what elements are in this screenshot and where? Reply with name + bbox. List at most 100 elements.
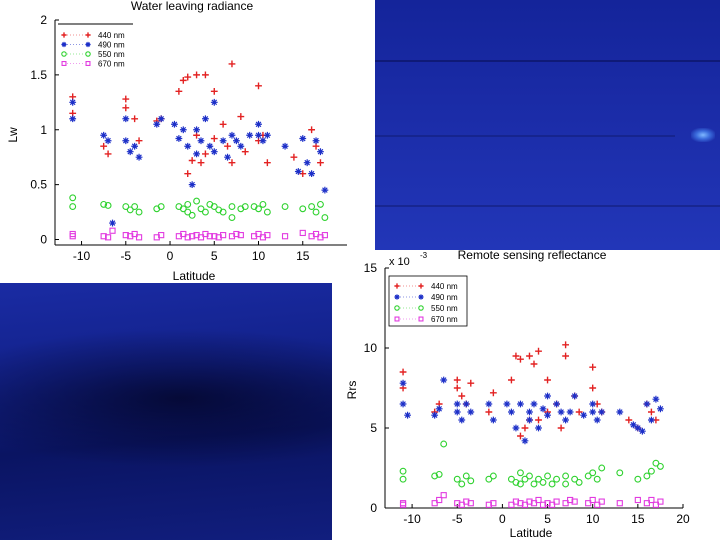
lw-point-plus: [122, 95, 130, 103]
lw-point-circle: [104, 202, 112, 209]
lw-y-tick-label: 0: [40, 233, 47, 247]
rrs-point-plus: [453, 384, 461, 392]
lw-point-star: [157, 115, 165, 123]
lw-point-circle: [184, 208, 192, 216]
lw-x-tick-label: 10: [252, 249, 266, 263]
lw-chart-title: Water leaving radiance: [131, 0, 254, 13]
lw-y-ticks: 0 0.5 1 1.5 2: [30, 13, 59, 247]
lw-point-square: [184, 234, 191, 241]
lw-point-circle: [126, 206, 134, 214]
lw-point-square: [255, 230, 262, 238]
rrs-exponent-label: x 10: [389, 256, 410, 268]
lw-point-circle: [100, 200, 108, 208]
lw-point-star: [193, 126, 200, 134]
rrs-point-circle: [399, 467, 407, 475]
rrs-x-tick-label: 5: [544, 512, 551, 526]
rrs-point-circle: [399, 475, 407, 483]
rrs-point-plus: [517, 355, 524, 363]
lw-point-circle: [299, 205, 307, 213]
lw-point-plus: [308, 126, 316, 134]
lw-point-plus: [219, 120, 227, 128]
lw-legend-label: 670 nm: [98, 60, 125, 69]
lw-point-square: [180, 230, 187, 238]
rrs-y-tick-label: 10: [364, 341, 378, 355]
lw-point-star: [308, 170, 316, 178]
lw-point-plus: [241, 148, 249, 156]
rrs-point-circle: [435, 470, 443, 478]
lw-point-star: [109, 219, 116, 227]
rrs-point-star: [544, 392, 551, 400]
lw-point-star: [171, 120, 178, 128]
lw-point-star: [259, 137, 267, 145]
rrs-point-plus: [526, 352, 533, 360]
rrs-point-square: [512, 498, 520, 505]
lw-y-tick-label: 2: [40, 13, 47, 27]
rrs-point-circle: [575, 478, 583, 486]
lw-point-plus: [228, 159, 236, 167]
rrs-point-star: [535, 424, 542, 432]
lw-point-square: [299, 229, 306, 237]
lw-point-star: [210, 148, 218, 156]
rrs-point-square: [535, 496, 542, 504]
lw-x-tick-label: -10: [73, 249, 91, 263]
rrs-point-square: [562, 500, 569, 507]
rrs-point-star: [643, 400, 651, 408]
rrs-point-circle: [656, 462, 664, 470]
lw-legend-marker: [61, 51, 67, 57]
lw-point-circle: [321, 214, 329, 222]
lw-legend-marker: [85, 32, 91, 38]
rrs-point-star: [629, 421, 637, 429]
lw-point-star: [100, 131, 108, 139]
lw-point-star: [153, 120, 161, 128]
rrs-point-square: [539, 501, 547, 508]
lw-point-star: [246, 131, 254, 139]
lw-x-ticks: -10 -5 0 5 10 15: [73, 241, 310, 263]
lw-point-circle: [69, 194, 77, 202]
rrs-point-circle: [489, 472, 497, 480]
rrs-point-circle: [521, 475, 529, 483]
rrs-point-circle: [517, 480, 524, 488]
lw-x-tick-label: 15: [296, 249, 310, 263]
lw-point-square: [220, 232, 227, 239]
lw-legend-marker: [61, 60, 67, 66]
rrs-point-circle: [517, 469, 524, 477]
rrs-point-square: [458, 501, 465, 508]
lw-point-plus: [197, 159, 205, 167]
rrs-x-tick-label: 0: [499, 512, 506, 526]
rrs-point-plus: [517, 432, 524, 440]
lw-point-star: [188, 181, 196, 189]
lw-legend-marker: [85, 51, 91, 57]
rrs-point-star: [652, 395, 660, 403]
rrs-point-plus: [489, 389, 497, 397]
lw-point-circle: [184, 200, 192, 208]
rrs-point-square: [594, 501, 601, 508]
lw-x-tick-label: -5: [120, 249, 131, 263]
rrs-point-plus: [575, 408, 583, 416]
rrs-point-plus: [535, 416, 542, 424]
rrs-legend-marker: [394, 283, 400, 289]
lw-point-plus: [104, 150, 112, 158]
rrs-point-circle: [535, 475, 542, 483]
rrs-point-plus: [589, 363, 597, 371]
rrs-point-square: [521, 501, 529, 508]
rrs-point-circle: [548, 480, 556, 488]
lw-point-plus: [202, 150, 209, 158]
rrs-point-star: [539, 405, 547, 413]
lw-point-star: [237, 142, 245, 150]
rrs-point-circle: [647, 467, 655, 475]
lw-legend-label: 490 nm: [98, 41, 125, 50]
lw-point-star: [224, 153, 231, 161]
rrs-point-square: [648, 496, 655, 504]
lw-point-star: [312, 137, 320, 145]
lw-legend-marker: [61, 41, 67, 48]
lw-point-star: [197, 137, 205, 145]
lw-point-star: [126, 148, 134, 156]
lw-y-tick-label: 1: [40, 123, 47, 137]
lw-point-circle: [255, 205, 262, 213]
lw-point-circle: [201, 208, 209, 216]
rrs-point-plus: [530, 360, 538, 368]
rrs-point-plus: [399, 368, 407, 376]
rrs-point-square: [548, 501, 556, 508]
rrs-legend-marker: [394, 316, 400, 322]
rrs-point-plus: [562, 341, 570, 349]
